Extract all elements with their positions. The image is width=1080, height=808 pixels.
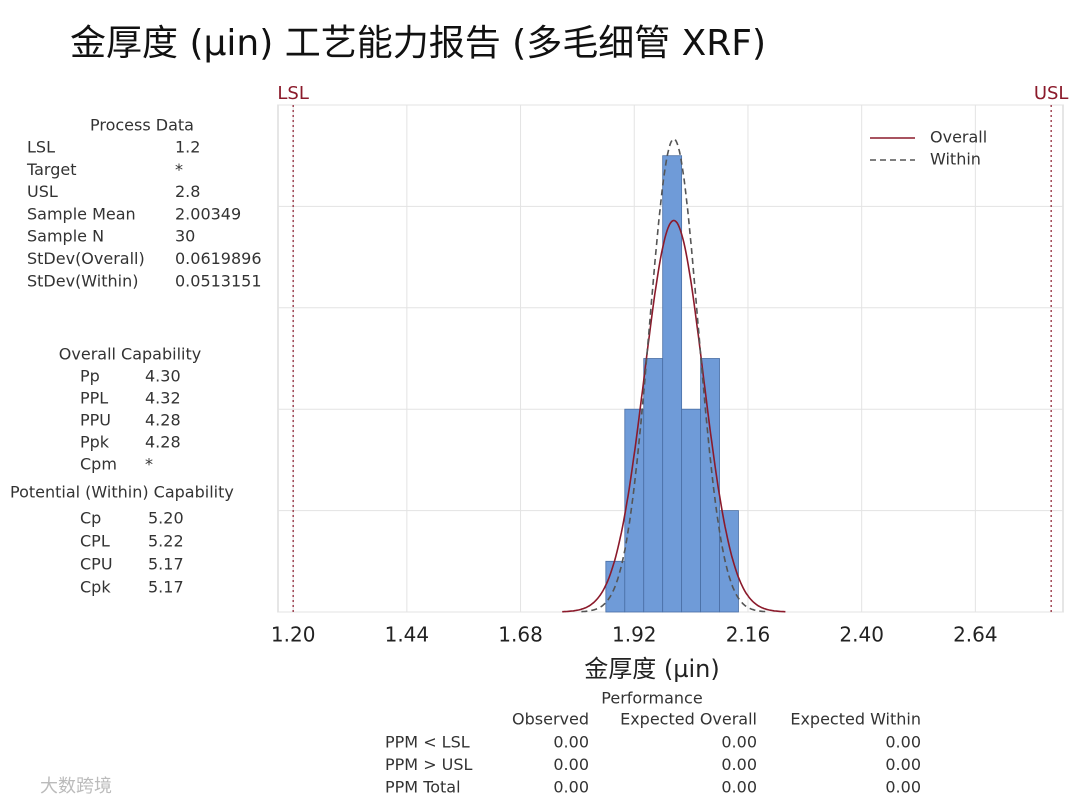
row-value: * [175,160,183,179]
row-label: CPU [80,555,113,574]
panel-title: Process Data [90,116,194,135]
bar [662,155,683,613]
x-tick-label: 1.68 [498,623,543,647]
bar [719,510,739,613]
row-label: Target [26,160,77,179]
cell: 0.00 [885,778,921,797]
row-label: Sample N [27,227,104,246]
spec-label: USL [1034,83,1069,104]
row-value: 2.8 [175,182,200,201]
x-axis-label: 金厚度 (µin) [584,655,720,683]
row-label: Cpk [80,578,111,597]
x-tick-label: 2.64 [953,623,998,647]
report-title: 金厚度 (µin) 工艺能力报告 (多毛细管 XRF) [70,23,766,64]
row-value: 5.17 [148,555,184,574]
row-label: PPM > USL [385,755,473,774]
row-label: StDev(Overall) [27,249,145,268]
panel-title: Overall Capability [59,345,201,364]
x-tick-label: 1.44 [385,623,430,647]
bar [643,358,664,613]
bar [700,358,720,613]
row-label: Sample Mean [27,204,136,223]
row-value: 1.2 [175,138,200,157]
cell: 0.00 [885,733,921,752]
column-header: Expected Overall [620,710,757,729]
fit-curve [562,219,786,613]
row-label: PPL [80,389,108,408]
row-label: USL [27,182,58,201]
panel-title: Potential (Within) Capability [10,483,234,502]
x-tick-label: 1.20 [271,623,316,647]
row-label: StDev(Within) [27,271,138,290]
cell: 0.00 [553,778,589,797]
bar [681,408,701,613]
row-value: 0.0513151 [175,271,262,290]
x-tick-label: 2.40 [839,623,884,647]
row-value: 5.17 [148,578,184,597]
row-label: Pp [80,367,100,386]
x-tick-label: 1.92 [612,623,657,647]
row-value: 0.0619896 [175,249,262,268]
row-value: 4.32 [145,389,181,408]
x-tick-label: 2.16 [726,623,771,647]
column-header: Expected Within [790,710,921,729]
row-label: Cp [80,509,101,528]
cell: 0.00 [721,733,757,752]
legend-label: Overall [930,128,987,147]
row-label: LSL [27,138,55,157]
cell: 0.00 [553,733,589,752]
row-label: CPL [80,532,110,551]
row-label: Cpm [80,455,117,474]
row-value: 5.20 [148,509,184,528]
row-label: PPM < LSL [385,733,470,752]
cell: 0.00 [553,755,589,774]
row-value: 30 [175,227,195,246]
legend-label: Within [930,150,981,169]
row-value: 2.00349 [175,204,241,223]
cell: 0.00 [721,778,757,797]
column-header: Observed [512,710,589,729]
row-value: 4.28 [145,411,181,430]
row-label: PPM Total [385,778,461,797]
row-label: Ppk [80,433,110,452]
row-value: 4.28 [145,433,181,452]
cell: 0.00 [885,755,921,774]
row-value: * [145,455,153,474]
table-title: Performance [601,689,702,708]
cell: 0.00 [721,755,757,774]
row-value: 4.30 [145,367,181,386]
watermark: 大数跨境 [40,776,112,797]
row-value: 5.22 [148,532,184,551]
spec-label: LSL [277,83,308,104]
row-label: PPU [80,411,111,430]
bar [624,408,645,613]
